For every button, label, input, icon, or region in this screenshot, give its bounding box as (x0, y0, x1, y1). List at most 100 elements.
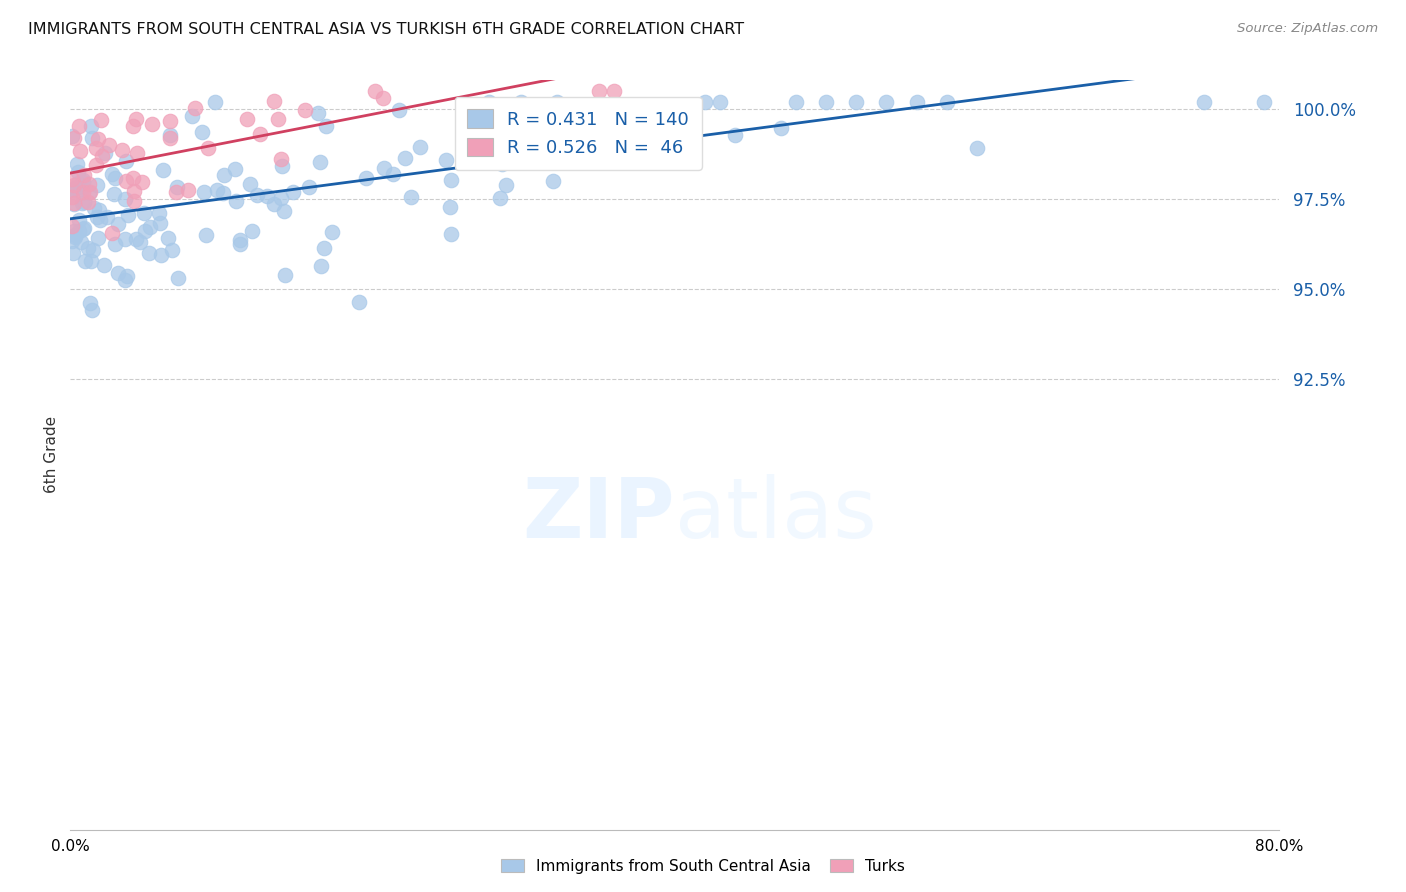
Point (103, 186, 125, 201)
Point (401, 190, 423, 204)
Point (89, 213, 111, 227)
Point (77, 194, 100, 209)
Point (66, 176, 89, 190)
Point (72, 222, 94, 236)
Point (495, 178, 517, 193)
Point (225, 194, 247, 209)
Point (139, 220, 162, 235)
Point (471, 116, 494, 130)
Point (82, 244, 104, 258)
Point (63, 224, 86, 238)
Point (815, 95, 838, 109)
Point (62, 183, 84, 197)
Point (249, 127, 271, 141)
Point (936, 95, 959, 109)
Point (236, 112, 259, 127)
Point (60, 234, 83, 248)
Point (67, 224, 90, 238)
Point (87, 202, 110, 217)
Point (80, 119, 103, 133)
Point (246, 188, 269, 202)
Point (63, 197, 86, 211)
Point (373, 161, 395, 176)
Point (70, 182, 93, 196)
Point (271, 159, 294, 173)
Point (308, 155, 330, 169)
Point (60, 190, 83, 204)
Point (491, 157, 513, 171)
Point (180, 109, 202, 123)
Point (875, 95, 898, 109)
Point (294, 103, 316, 117)
Text: Source: ZipAtlas.com: Source: ZipAtlas.com (1237, 22, 1378, 36)
Point (90, 149, 112, 163)
Point (509, 148, 531, 162)
Point (165, 185, 187, 199)
Point (321, 226, 343, 240)
Point (79, 186, 101, 200)
Point (152, 163, 174, 178)
Point (121, 171, 143, 186)
Point (87, 132, 110, 146)
Point (122, 194, 145, 209)
Point (769, 121, 792, 136)
Point (60, 171, 83, 186)
Point (82, 303, 104, 318)
Point (256, 189, 278, 203)
Point (533, 122, 555, 136)
Point (488, 191, 510, 205)
Point (177, 183, 200, 197)
Point (60, 219, 83, 233)
Point (69, 212, 91, 227)
Point (211, 186, 233, 200)
Point (114, 273, 136, 287)
Point (270, 191, 292, 205)
Point (115, 153, 138, 168)
Point (149, 216, 172, 230)
Point (724, 128, 747, 142)
Point (381, 167, 404, 181)
Point (63, 227, 86, 242)
Point (124, 184, 146, 198)
Point (131, 175, 153, 189)
Point (315, 119, 337, 133)
Point (111, 144, 134, 158)
Point (229, 234, 252, 248)
Point (62, 245, 84, 260)
Point (148, 206, 170, 220)
Point (312, 242, 335, 256)
Point (96, 210, 118, 224)
Point (166, 179, 188, 194)
Point (72, 175, 94, 189)
Point (107, 218, 129, 232)
Point (239, 177, 262, 191)
Point (72, 185, 94, 199)
Point (508, 108, 530, 122)
Point (104, 170, 127, 185)
Point (63, 195, 86, 210)
Point (190, 125, 212, 139)
Point (87, 231, 110, 245)
Text: ZIP: ZIP (523, 475, 675, 556)
Point (240, 224, 263, 238)
Point (84, 141, 107, 155)
Point (434, 153, 457, 167)
Point (80, 253, 103, 268)
Point (101, 227, 124, 241)
Point (69, 144, 91, 158)
Point (69, 235, 91, 249)
Point (79, 177, 101, 191)
Point (709, 95, 731, 109)
Point (125, 112, 148, 126)
Point (100, 168, 122, 182)
Point (1253, 95, 1275, 109)
Legend: R = 0.431   N = 140, R = 0.526   N =  46: R = 0.431 N = 140, R = 0.526 N = 46 (454, 97, 702, 169)
Point (162, 244, 184, 258)
Point (121, 120, 143, 134)
Point (63, 230, 86, 244)
Point (167, 270, 190, 285)
Point (193, 185, 215, 199)
Point (94, 146, 117, 161)
Point (478, 95, 501, 109)
Point (62, 182, 84, 196)
